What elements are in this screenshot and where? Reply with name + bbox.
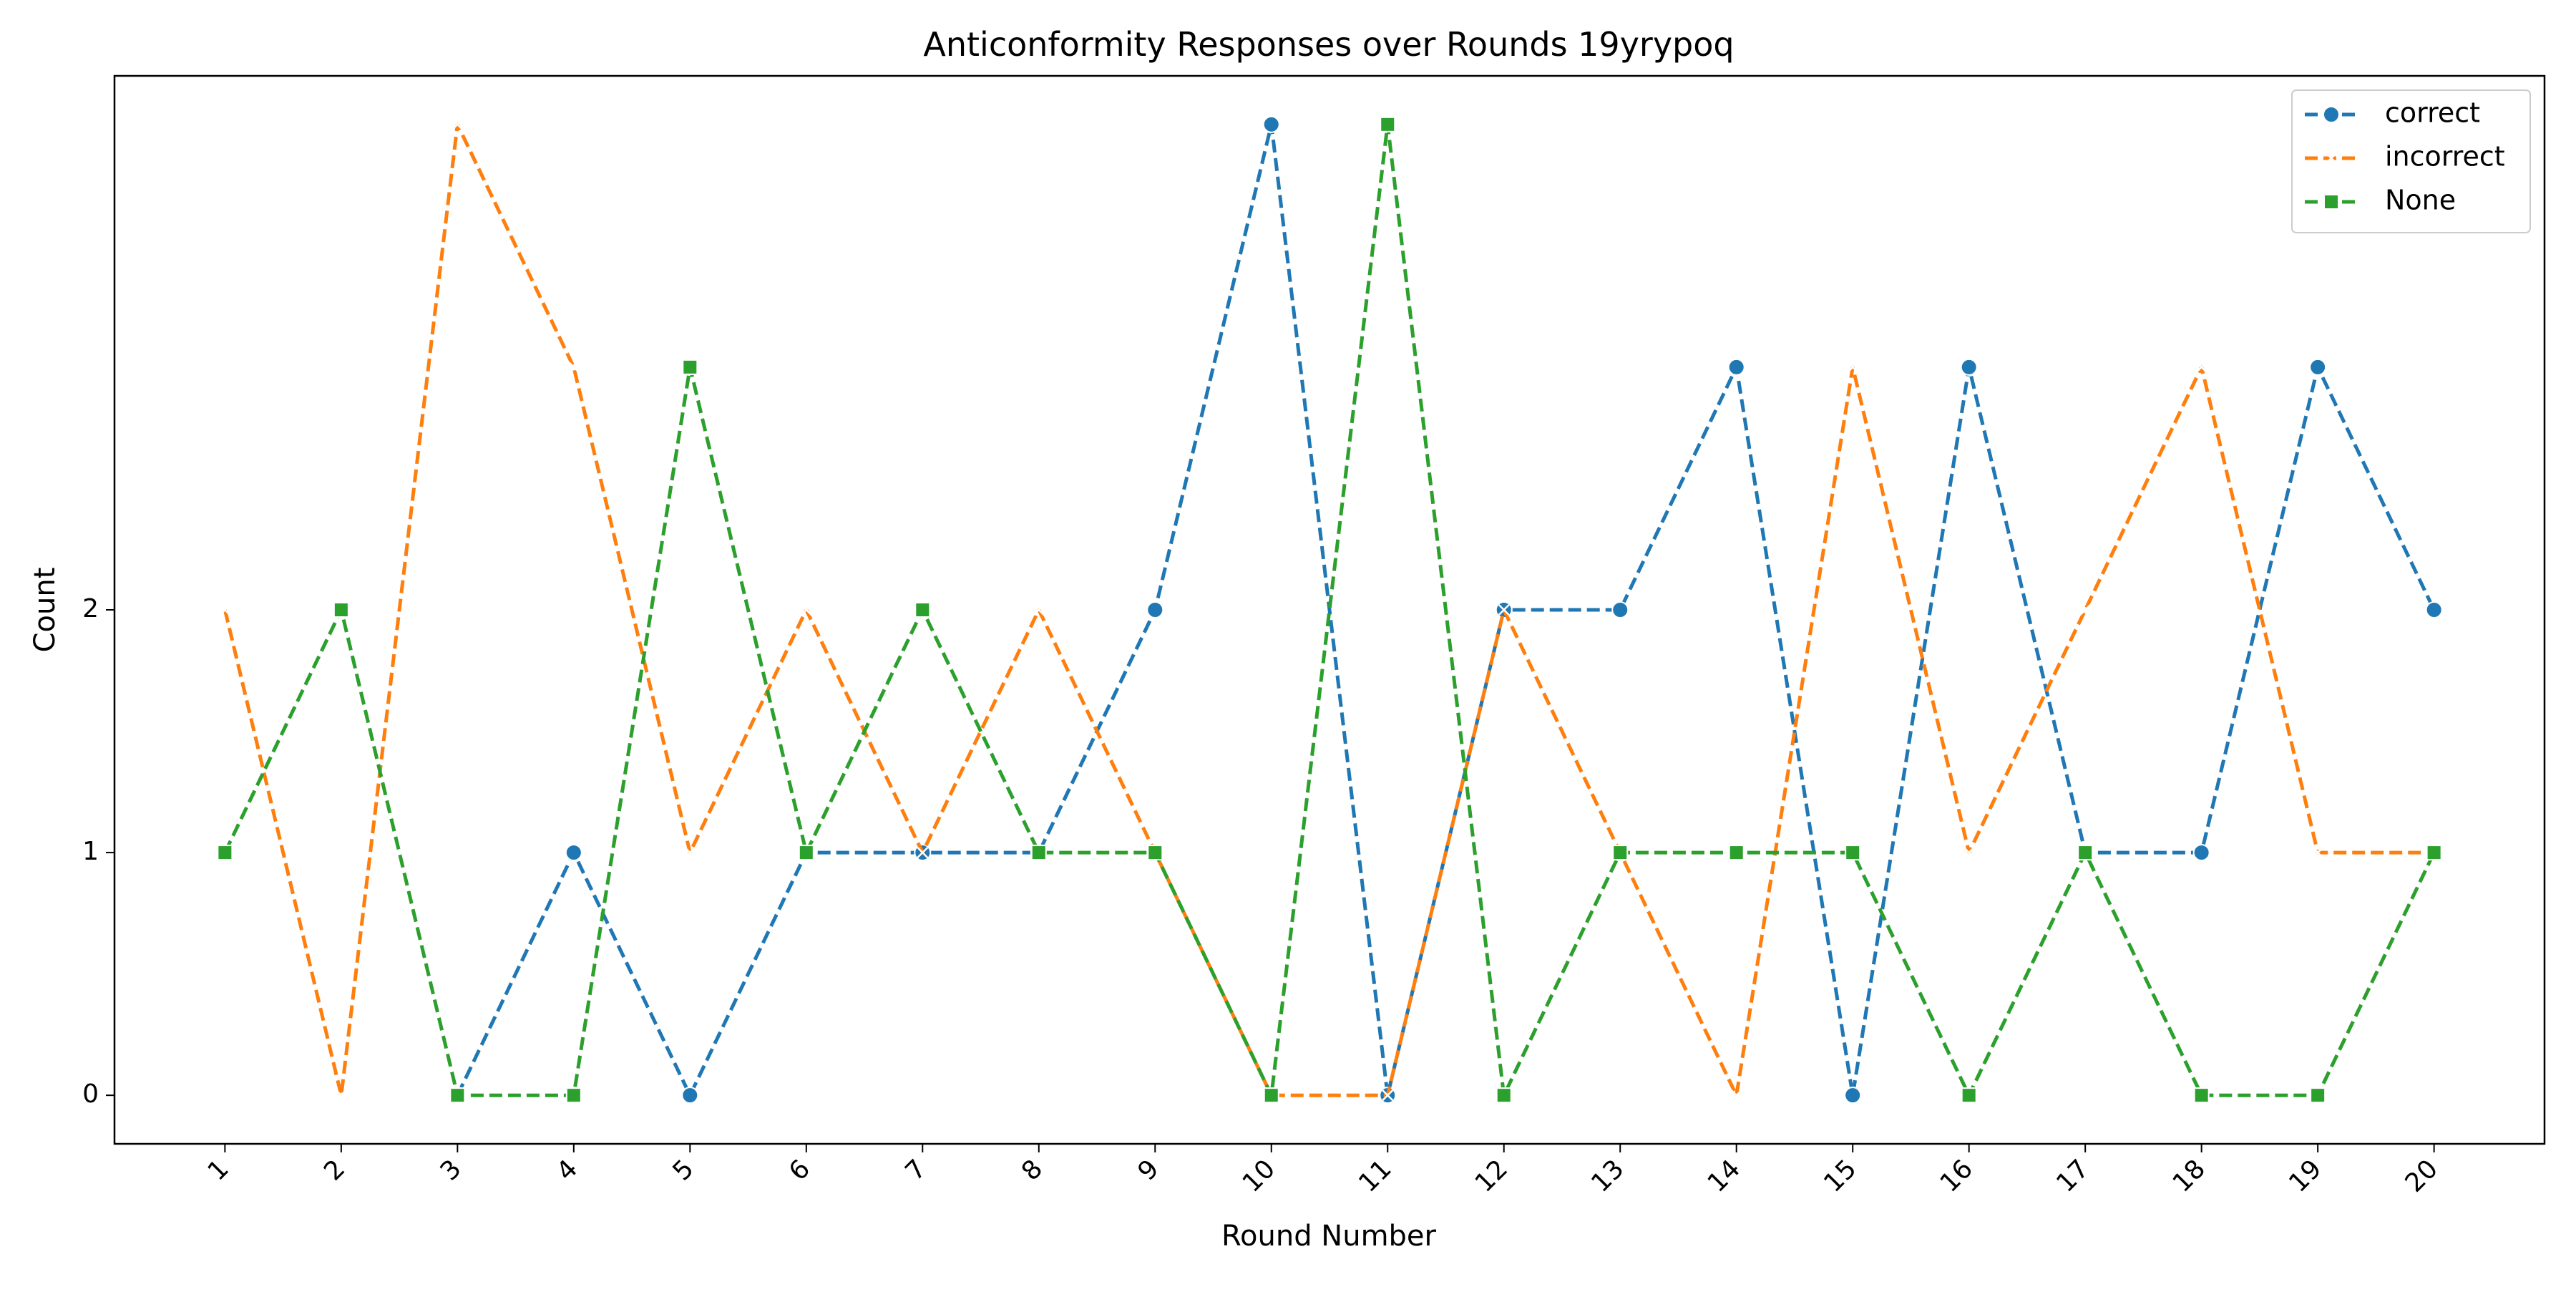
data-point	[2079, 604, 2092, 616]
data-point	[2193, 1087, 2210, 1104]
legend-item: None	[2305, 185, 2456, 216]
data-point	[1262, 115, 1280, 133]
data-point	[917, 847, 929, 858]
data-point	[1612, 845, 1629, 861]
y-axis: 0 1 2	[82, 594, 114, 1109]
legend-swatch-marker	[2326, 152, 2337, 164]
legend: correct incorrect None	[2291, 89, 2531, 233]
x-tick-label: 18	[2167, 1154, 2211, 1198]
data-point	[1961, 1087, 1977, 1104]
data-point	[1030, 845, 1047, 861]
y-tick-label: 2	[82, 594, 99, 623]
plot-series	[217, 115, 2443, 1104]
data-point	[1496, 1087, 1512, 1104]
data-point	[565, 1087, 582, 1104]
data-point	[681, 1087, 699, 1104]
legend-swatch-marker	[2323, 106, 2340, 123]
x-tick-label: 3	[435, 1154, 467, 1186]
data-point	[1498, 604, 1510, 616]
legend-item: correct	[2305, 97, 2480, 129]
x-tick-label: 16	[1935, 1154, 1979, 1198]
x-tick-label: 4	[551, 1154, 583, 1186]
data-point	[1960, 358, 1978, 376]
x-tick-label: 19	[2283, 1154, 2327, 1198]
x-tick-label: 15	[1818, 1154, 1862, 1198]
data-point	[1963, 847, 1975, 858]
x-tick-label: 17	[2051, 1154, 2094, 1198]
x-tick-label: 12	[1470, 1154, 1513, 1198]
data-point	[219, 604, 231, 616]
y-tick-label: 1	[82, 837, 99, 866]
legend-item: incorrect	[2305, 141, 2505, 173]
data-point	[1380, 116, 1396, 132]
x-tick-label: 20	[2400, 1154, 2444, 1198]
data-point	[684, 847, 696, 858]
x-tick-label: 10	[1237, 1154, 1281, 1198]
data-point	[1146, 601, 1164, 618]
data-point	[1382, 1089, 1394, 1102]
data-point	[2309, 358, 2327, 376]
data-point	[2426, 845, 2442, 861]
x-tick-label: 14	[1702, 1154, 1746, 1198]
data-point	[1847, 361, 1859, 373]
data-point	[1845, 845, 1861, 861]
x-tick-label: 9	[1133, 1154, 1165, 1186]
data-point	[1728, 845, 1745, 861]
series-none	[217, 116, 2442, 1104]
x-axis-label: Round Number	[1221, 1220, 1437, 1253]
x-tick-label: 5	[668, 1154, 700, 1186]
x-axis: 1 2 3 4 5 6 7 8 9 10 11 12 13 14 15 16 17 18 19 20	[203, 1144, 2444, 1198]
x-tick-label: 6	[784, 1154, 816, 1186]
data-point	[449, 1087, 466, 1104]
data-point	[2192, 844, 2210, 862]
data-point	[2195, 361, 2207, 373]
data-point	[682, 359, 698, 375]
data-point	[1033, 604, 1045, 616]
data-point	[1263, 1087, 1279, 1104]
data-point	[335, 1089, 347, 1102]
series-line	[223, 122, 2434, 1097]
x-tick-label: 1	[203, 1154, 235, 1186]
data-point	[2077, 845, 2094, 861]
legend-label: incorrect	[2385, 141, 2505, 173]
legend-box	[2291, 89, 2531, 233]
data-point	[798, 845, 814, 861]
data-point	[567, 361, 580, 373]
x-tick-label: 7	[900, 1154, 932, 1186]
x-tick-label: 13	[1586, 1154, 1629, 1198]
data-point	[800, 604, 812, 616]
data-point	[1730, 1089, 1742, 1102]
y-axis-label: Count	[29, 568, 62, 653]
x-tick-label: 2	[318, 1154, 351, 1186]
chart-title: Anticonformity Responses over Rounds 19y…	[923, 25, 1734, 64]
legend-label: correct	[2385, 97, 2480, 129]
data-point	[1844, 1087, 1862, 1104]
data-point	[1727, 358, 1745, 376]
data-point	[1611, 601, 1629, 618]
data-point	[565, 844, 582, 862]
y-tick-label: 0	[82, 1079, 99, 1109]
x-tick-label: 11	[1353, 1154, 1397, 1198]
x-tick-label: 8	[1016, 1154, 1048, 1186]
data-point	[333, 602, 349, 618]
data-point	[2425, 601, 2443, 618]
data-point	[1147, 845, 1163, 861]
data-point	[2310, 1087, 2326, 1104]
legend-label: None	[2385, 185, 2456, 216]
legend-swatch-marker	[2323, 194, 2339, 210]
series-line	[223, 122, 2436, 1097]
data-point	[2312, 847, 2324, 858]
data-point	[452, 118, 464, 130]
data-point	[217, 845, 233, 861]
data-point	[914, 602, 931, 618]
